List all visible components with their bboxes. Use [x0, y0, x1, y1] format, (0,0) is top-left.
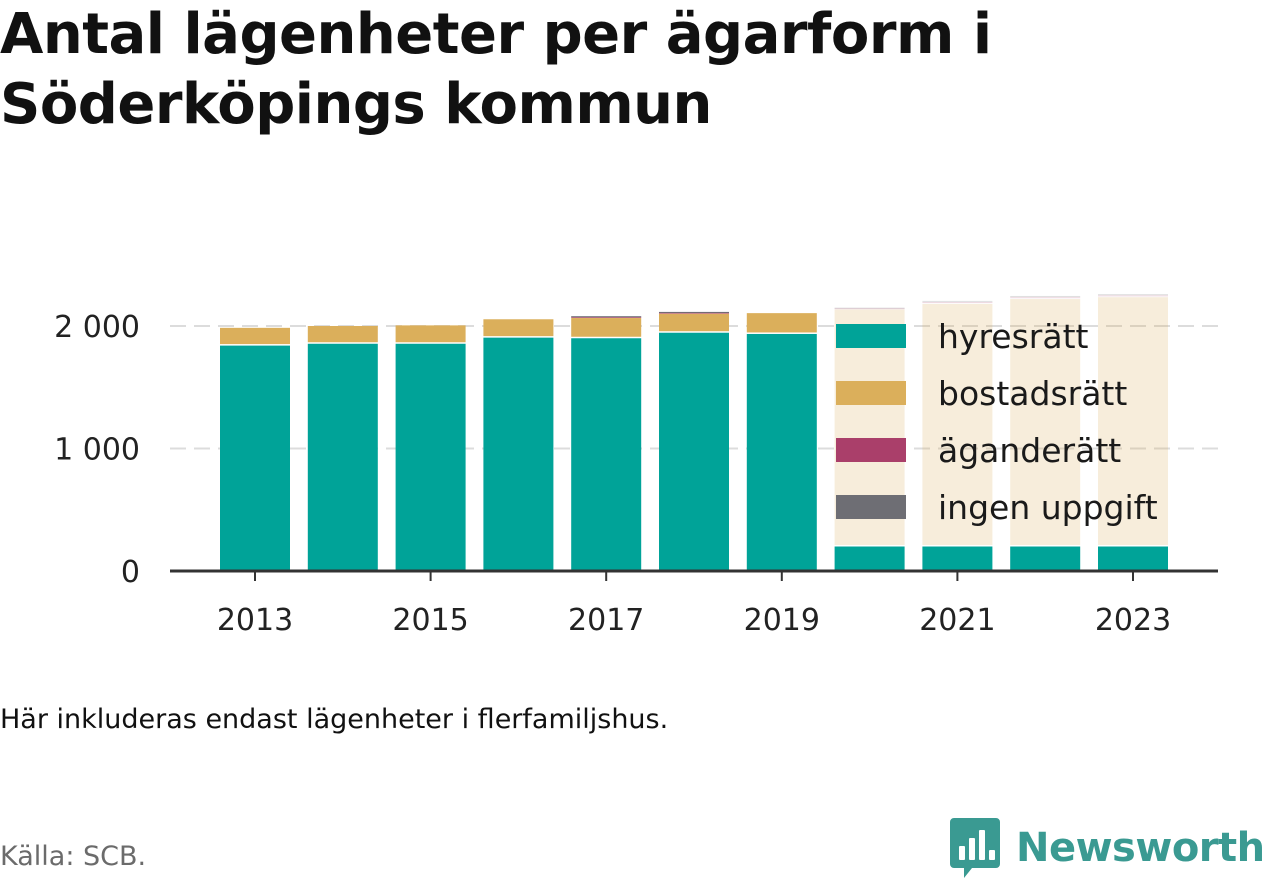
bar-segment [834, 546, 905, 570]
bar-stack [1098, 294, 1168, 570]
chart-title: Antal lägenheter per ägarform i Söderköp… [0, 2, 992, 137]
footnote: Här inkluderas endast lägenheter i flerf… [0, 704, 669, 735]
bar-segment [1010, 546, 1081, 570]
bar-stack [307, 326, 378, 570]
bar-segment [746, 313, 817, 333]
bar-segment [746, 333, 817, 570]
bar-stack [395, 325, 466, 570]
brand-logo: Newsworthy [950, 818, 1262, 878]
bar-segment [395, 325, 466, 343]
bar-segment [659, 312, 729, 314]
brand-name: Newsworthy [1016, 825, 1262, 871]
legend: hyresrätt bostadsrätt äganderätt ingen uppg… [836, 317, 1158, 527]
legend-label: hyresrätt [938, 317, 1089, 356]
bar-segment [307, 343, 378, 570]
bar-segment [395, 343, 466, 570]
bar-segment [1098, 294, 1168, 296]
x-tick-label: 2023 [1095, 603, 1171, 638]
y-tick-label: 1 000 [54, 433, 140, 468]
bar-stack [1010, 295, 1081, 570]
bar-stack [922, 300, 993, 570]
bar-segment [571, 316, 642, 318]
y-axis-tick-labels: 0 1 000 2 000 [54, 310, 140, 590]
x-axis [170, 569, 1218, 581]
legend-label: äganderätt [938, 431, 1121, 470]
bar-chart-logo-icon [950, 818, 1000, 878]
x-tick-label: 2015 [392, 603, 468, 638]
bar-segment [659, 311, 729, 313]
legend-swatch [836, 438, 906, 462]
bar-segment [659, 313, 729, 332]
bar-segment [220, 327, 290, 345]
x-tick-label: 2019 [744, 603, 820, 638]
stacked-bar-chart: 0 1 000 2 000 hyresrätt bostadsrätt äganderä… [54, 294, 1218, 638]
bar-segment [922, 300, 993, 302]
bar-segment [922, 302, 993, 304]
bar-segment [1098, 295, 1168, 297]
legend-label: bostadsrätt [938, 374, 1127, 413]
legend-swatch [836, 324, 906, 348]
bar-segment [571, 316, 642, 318]
bar-stack [746, 313, 817, 570]
legend-swatch [836, 381, 906, 405]
bar-stack [483, 319, 554, 570]
bar-stack [659, 311, 729, 570]
bar-segment [1098, 297, 1168, 545]
x-tick-label: 2013 [217, 603, 293, 638]
bar-segment [571, 338, 642, 570]
bar-segment [307, 326, 378, 343]
bar-segment [220, 345, 290, 570]
bar-segment [834, 307, 905, 309]
bar-segment [483, 319, 554, 337]
bar-segment [483, 337, 554, 570]
bar-stack [571, 316, 642, 570]
bar-segment [1010, 299, 1081, 545]
bar-stack [220, 327, 290, 570]
bar-segment [922, 303, 993, 545]
legend-label: ingen uppgift [938, 488, 1158, 527]
bar-segment [1010, 295, 1081, 297]
bar-segment [659, 332, 729, 570]
legend-swatch [836, 495, 906, 519]
legend-item: äganderätt [836, 431, 1121, 470]
y-tick-label: 2 000 [54, 310, 140, 345]
bar-segment [1010, 297, 1081, 299]
legend-item: hyresrätt [836, 317, 1089, 356]
legend-item: ingen uppgift [836, 488, 1158, 527]
y-tick-label: 0 [121, 555, 140, 590]
legend-item: bostadsrätt [836, 374, 1127, 413]
bar-segment [922, 546, 993, 570]
x-tick-label: 2017 [568, 603, 644, 638]
bar-segment [571, 318, 642, 337]
x-axis-tick-labels: 2013 2015 2017 2019 2021 2023 [217, 603, 1171, 638]
bar-segment [834, 308, 905, 310]
x-tick-label: 2021 [919, 603, 995, 638]
bar-segment [1098, 546, 1168, 570]
source-credit: Källa: SCB. [0, 841, 147, 872]
